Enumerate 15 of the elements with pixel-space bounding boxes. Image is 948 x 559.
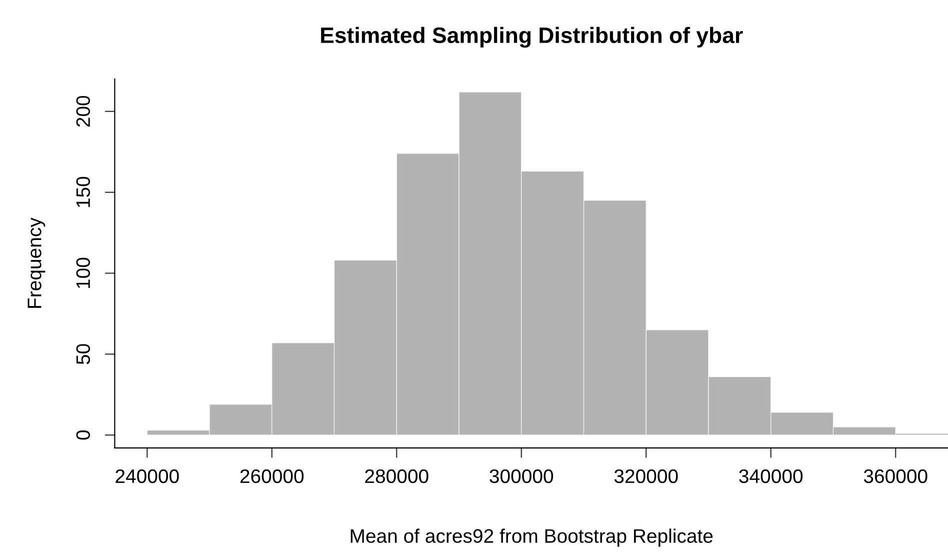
x-tick-label: 240000	[116, 469, 179, 484]
x-tick-label: 340000	[739, 469, 803, 484]
y-axis-title: Frequency	[28, 218, 46, 308]
chart-title: Estimated Sampling Distribution of ybar	[321, 26, 743, 48]
y-tick-label: 0	[76, 430, 90, 440]
y-tick-label: 50	[76, 344, 90, 364]
x-tick-label: 280000	[365, 469, 428, 484]
x-axis-title: Mean of acres92 from Bootstrap Replicate	[350, 528, 713, 547]
x-tick-label: 320000	[614, 469, 678, 484]
y-tick-label: 150	[76, 176, 90, 208]
y-tick-label: 200	[76, 96, 90, 127]
y-tick-label: 100	[76, 258, 90, 288]
x-tick-label: 260000	[240, 469, 304, 484]
x-tick-label: 300000	[490, 469, 554, 484]
x-tick-label: 360000	[864, 469, 928, 484]
